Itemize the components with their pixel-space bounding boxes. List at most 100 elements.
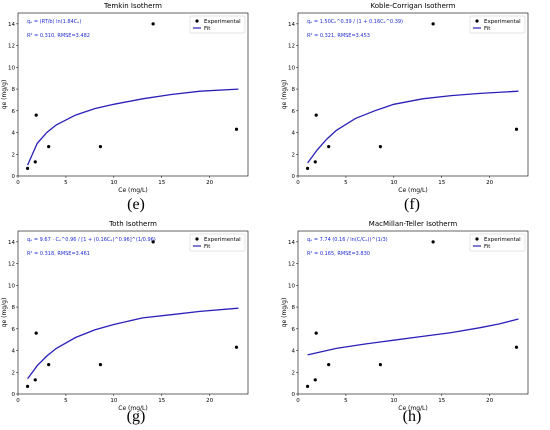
x-tick-label: 10 bbox=[390, 180, 397, 186]
y-axis-label: qe (mg/g) bbox=[281, 80, 288, 110]
panel-label-f: (f) bbox=[404, 196, 420, 213]
experimental-point bbox=[151, 240, 155, 244]
fit-equation: qₑ = 7.74 (0.16 / ln(C/Cₑ))^(1/3) bbox=[307, 237, 388, 243]
panel-label-h: (h) bbox=[402, 408, 422, 425]
y-tick-label: 8 bbox=[12, 305, 16, 311]
experimental-point bbox=[378, 363, 383, 367]
panel-label-e: (e) bbox=[127, 196, 145, 213]
experimental-point bbox=[234, 127, 239, 131]
y-tick-label: 12 bbox=[288, 262, 295, 268]
y-tick-label: 8 bbox=[292, 87, 296, 93]
plot-frame bbox=[17, 12, 249, 177]
experimental-point bbox=[327, 145, 331, 149]
experimental-point bbox=[313, 160, 317, 164]
y-tick-label: 8 bbox=[12, 87, 16, 93]
x-tick-label: 20 bbox=[486, 398, 493, 404]
experimental-point bbox=[514, 345, 519, 349]
x-tick-label: 0 bbox=[16, 180, 20, 186]
y-tick-label: 10 bbox=[288, 65, 295, 71]
experimental-point bbox=[151, 22, 155, 26]
y-tick-label: 0 bbox=[292, 174, 296, 180]
y-axis-label: qe (mg/g) bbox=[281, 298, 288, 328]
y-tick-label: 2 bbox=[292, 370, 296, 376]
x-axis-label: Ce (mg/L) bbox=[118, 187, 148, 194]
chart-panel-e: Temkin Isotherm 0 5 10 15 20 0 2 4 6 8 10 12 14 Ce (mg… bbox=[0, 0, 270, 195]
y-tick-label: 14 bbox=[8, 22, 15, 28]
y-tick-label: 10 bbox=[8, 65, 15, 71]
x-tick-label: 15 bbox=[158, 180, 165, 186]
y-tick-label: 0 bbox=[12, 174, 16, 180]
x-tick-label: 5 bbox=[64, 398, 68, 404]
chart-panel-g: Toth Isotherm 0 5 10 15 20 0 2 4 6 8 10 12 14 Ce (mg/L… bbox=[0, 218, 270, 413]
fit-line bbox=[27, 307, 239, 380]
x-tick-label: 20 bbox=[486, 180, 493, 186]
x-tick-label: 10 bbox=[110, 180, 117, 186]
y-tick-label: 4 bbox=[12, 349, 16, 355]
experimental-point bbox=[33, 378, 37, 382]
chart-title: Toth Isotherm bbox=[108, 220, 157, 228]
experimental-point bbox=[33, 160, 37, 164]
experimental-point bbox=[34, 331, 38, 335]
legend-label-experimental: Experimental bbox=[204, 237, 241, 243]
x-tick-label: 15 bbox=[438, 398, 445, 404]
chart-title: MacMillan-Teller Isotherm bbox=[369, 220, 458, 228]
legend-marker-experimental bbox=[475, 237, 479, 241]
x-tick-label: 15 bbox=[158, 398, 165, 404]
legend-label-experimental: Experimental bbox=[204, 19, 241, 25]
legend-label-fit: Fit bbox=[204, 26, 211, 32]
experimental-point bbox=[314, 113, 318, 117]
y-tick-label: 6 bbox=[12, 327, 16, 333]
panel-label-g: (g) bbox=[126, 408, 146, 425]
legend-box bbox=[469, 233, 526, 252]
chart-h: MacMillan-Teller Isotherm 0 5 10 15 20 0 2 4 6 8 10… bbox=[281, 220, 529, 412]
y-tick-label: 8 bbox=[292, 305, 296, 311]
x-tick-label: 5 bbox=[344, 180, 348, 186]
chart-f: Koble-Corrigan Isotherm 0 5 10 15 20 0 2 4 6 8 10 12… bbox=[281, 2, 529, 194]
experimental-point bbox=[34, 113, 38, 117]
legend-box bbox=[469, 15, 526, 34]
y-tick-label: 4 bbox=[292, 349, 296, 355]
legend-marker-experimental bbox=[475, 19, 479, 23]
experimental-point bbox=[98, 363, 103, 367]
y-tick-label: 12 bbox=[288, 44, 295, 50]
y-tick-label: 4 bbox=[292, 131, 296, 137]
x-tick-label: 0 bbox=[296, 398, 300, 404]
experimental-point bbox=[431, 22, 435, 26]
fit-equation: qₑ = 1.50Cₑ^0.39 / (1 + 0.16Cₑ^0.39) bbox=[307, 19, 403, 25]
plot-frame bbox=[17, 230, 249, 395]
chart-panel-f: Koble-Corrigan Isotherm 0 5 10 15 20 0 2 4 6 8 10 12… bbox=[280, 0, 550, 195]
fit-statistics: R² = 0.165, RMSE=3.830 bbox=[307, 251, 370, 257]
x-tick-label: 0 bbox=[296, 180, 300, 186]
y-tick-label: 10 bbox=[8, 283, 15, 289]
y-tick-label: 14 bbox=[288, 22, 295, 28]
y-tick-label: 10 bbox=[288, 283, 295, 289]
legend-marker-experimental bbox=[195, 237, 199, 241]
y-tick-label: 2 bbox=[12, 370, 16, 376]
experimental-point bbox=[305, 384, 310, 388]
x-axis-label: Ce (mg/L) bbox=[118, 405, 148, 412]
fit-line bbox=[307, 318, 519, 356]
chart-e: Temkin Isotherm 0 5 10 15 20 0 2 4 6 8 10 12 14 Ce (mg… bbox=[1, 2, 249, 194]
y-tick-label: 2 bbox=[292, 152, 296, 158]
chart-panel-h: MacMillan-Teller Isotherm 0 5 10 15 20 0 2 4 6 8 10… bbox=[280, 218, 550, 413]
experimental-point bbox=[327, 363, 331, 367]
y-axis-label: qe (mg/g) bbox=[1, 298, 8, 328]
y-tick-label: 14 bbox=[8, 240, 15, 246]
legend-label-fit: Fit bbox=[484, 244, 491, 250]
x-tick-label: 10 bbox=[110, 398, 117, 404]
y-tick-label: 14 bbox=[288, 240, 295, 246]
experimental-point bbox=[305, 166, 310, 170]
x-tick-label: 5 bbox=[64, 180, 68, 186]
fit-line bbox=[307, 90, 519, 164]
experimental-point bbox=[25, 166, 30, 170]
chart-title: Temkin Isotherm bbox=[103, 2, 162, 10]
x-axis-label: Ce (mg/L) bbox=[398, 405, 428, 412]
y-tick-label: 12 bbox=[8, 262, 15, 268]
chart-title: Koble-Corrigan Isotherm bbox=[371, 2, 456, 10]
y-tick-label: 0 bbox=[12, 392, 16, 398]
y-tick-label: 6 bbox=[292, 327, 296, 333]
legend-label-experimental: Experimental bbox=[484, 237, 521, 243]
x-tick-label: 0 bbox=[16, 398, 20, 404]
experimental-point bbox=[378, 145, 383, 149]
legend-box bbox=[189, 15, 246, 34]
